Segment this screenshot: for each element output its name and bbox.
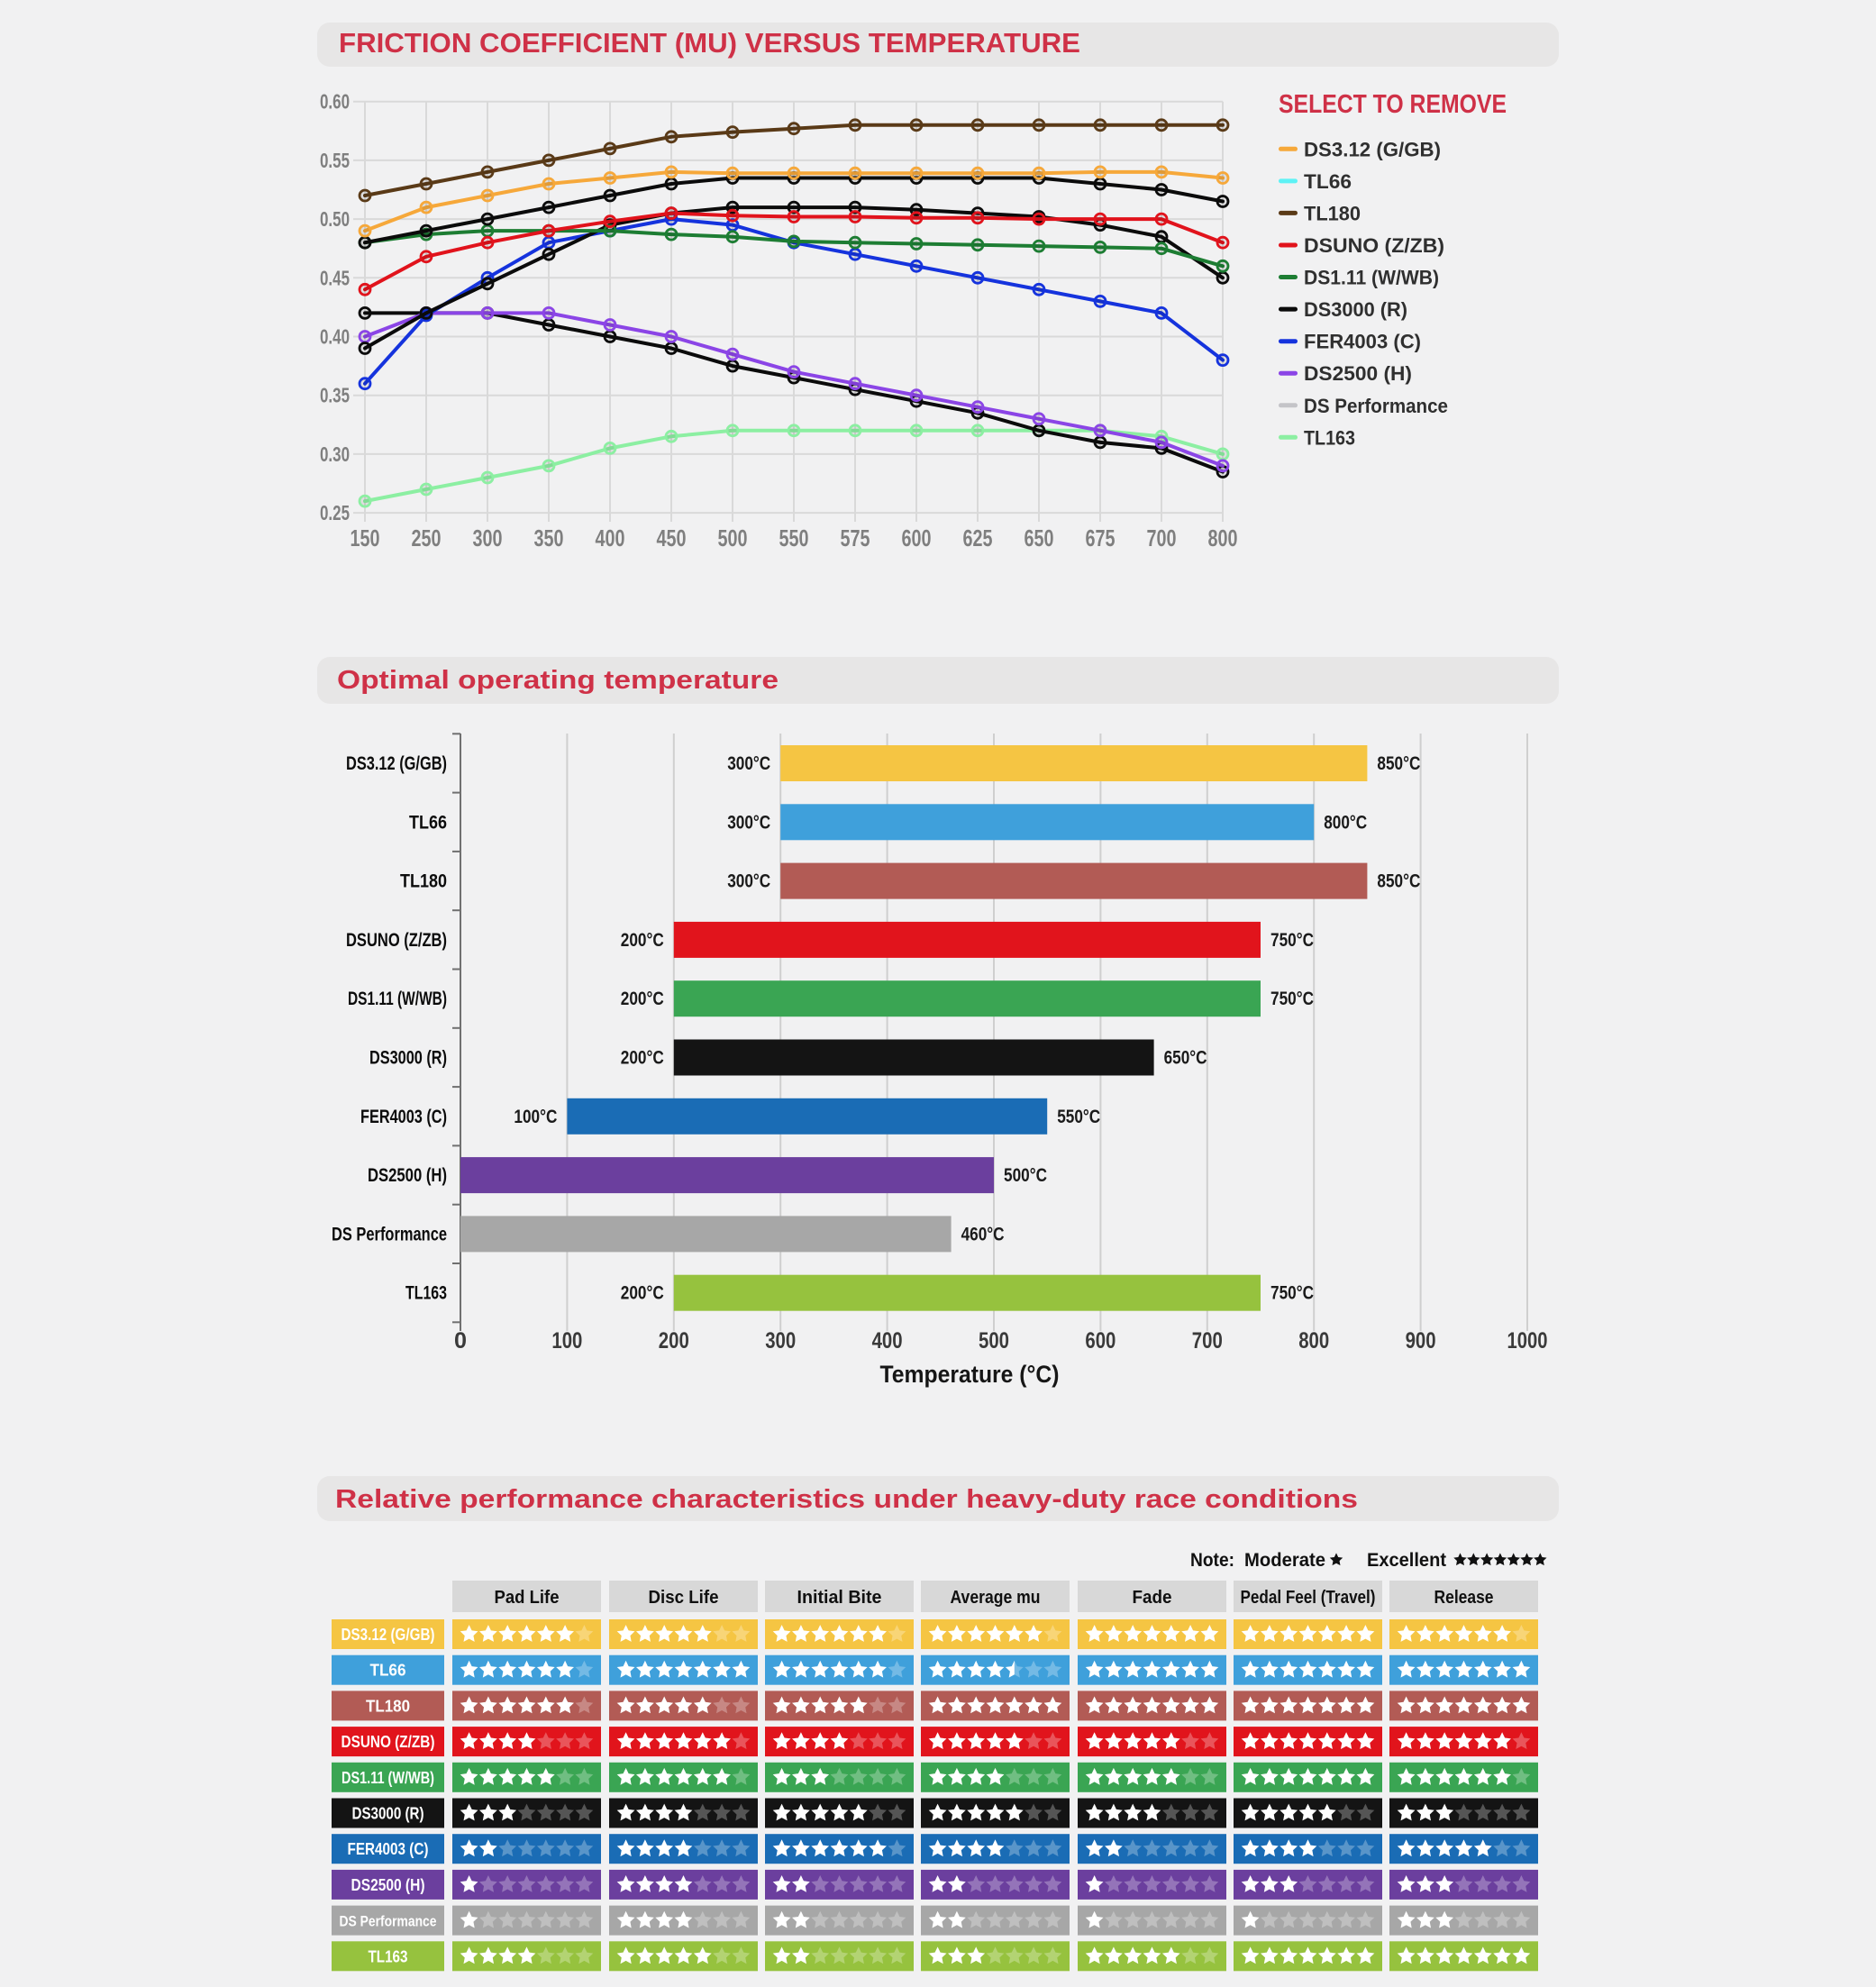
svg-text:Relative performance character: Relative performance characteristics und… [335, 1485, 1358, 1514]
svg-text:DS1.11 (W/WB): DS1.11 (W/WB) [348, 989, 447, 1009]
svg-text:TL66: TL66 [409, 812, 447, 833]
svg-text:TL163: TL163 [1304, 426, 1355, 449]
svg-text:550: 550 [779, 524, 809, 551]
svg-text:DS3.12 (G/GB): DS3.12 (G/GB) [1304, 138, 1441, 160]
svg-text:550°C: 550°C [1057, 1107, 1100, 1127]
svg-text:300°C: 300°C [727, 812, 770, 833]
svg-text:800: 800 [1208, 524, 1238, 551]
svg-text:250: 250 [412, 524, 442, 551]
svg-text:100°C: 100°C [514, 1107, 557, 1127]
svg-text:500: 500 [979, 1328, 1009, 1354]
svg-text:0.30: 0.30 [320, 442, 350, 466]
svg-text:DS Performance: DS Performance [340, 1913, 437, 1930]
svg-text:300: 300 [765, 1328, 796, 1354]
svg-text:0.35: 0.35 [320, 384, 350, 407]
svg-text:TL66: TL66 [1304, 170, 1352, 193]
svg-text:400: 400 [872, 1328, 903, 1354]
svg-text:0.45: 0.45 [320, 266, 350, 289]
svg-text:600: 600 [1085, 1328, 1116, 1354]
svg-text:Optimal operating temperature: Optimal operating temperature [337, 666, 779, 695]
svg-text:DS1.11 (W/WB): DS1.11 (W/WB) [342, 1769, 434, 1787]
svg-text:Release: Release [1434, 1588, 1494, 1608]
svg-text:DS2500 (H): DS2500 (H) [368, 1165, 447, 1186]
svg-text:Moderate: Moderate [1244, 1550, 1325, 1571]
svg-text:DS Performance: DS Performance [332, 1224, 447, 1244]
svg-text:0.60: 0.60 [320, 90, 350, 114]
svg-text:Temperature (°C): Temperature (°C) [880, 1361, 1060, 1388]
svg-text:150: 150 [351, 524, 380, 551]
svg-text:800: 800 [1298, 1328, 1329, 1354]
svg-text:700: 700 [1147, 524, 1177, 551]
svg-text:450: 450 [657, 524, 687, 551]
svg-text:TL180: TL180 [366, 1697, 410, 1715]
svg-text:600: 600 [902, 524, 932, 551]
svg-text:DS2500 (H): DS2500 (H) [351, 1876, 425, 1894]
svg-text:500: 500 [718, 524, 748, 551]
svg-text:300°C: 300°C [727, 871, 770, 892]
svg-text:675: 675 [1086, 524, 1116, 551]
svg-text:Pad Life: Pad Life [495, 1588, 560, 1608]
svg-text:200°C: 200°C [621, 989, 664, 1009]
svg-text:650°C: 650°C [1164, 1048, 1207, 1069]
svg-text:625: 625 [963, 524, 993, 551]
svg-text:1000: 1000 [1507, 1328, 1548, 1354]
svg-text:900: 900 [1406, 1328, 1436, 1354]
svg-text:DS Performance: DS Performance [1304, 395, 1448, 417]
svg-text:750°C: 750°C [1270, 989, 1314, 1009]
svg-text:850°C: 850°C [1377, 871, 1420, 892]
svg-text:700: 700 [1192, 1328, 1223, 1354]
svg-text:460°C: 460°C [961, 1224, 1005, 1244]
svg-text:0.25: 0.25 [320, 501, 350, 524]
svg-text:DS3.12 (G/GB): DS3.12 (G/GB) [342, 1626, 435, 1644]
svg-text:Disc Life: Disc Life [649, 1588, 719, 1608]
svg-text:SELECT TO REMOVE: SELECT TO REMOVE [1279, 90, 1507, 119]
svg-text:FER4003 (C): FER4003 (C) [348, 1840, 429, 1858]
svg-text:575: 575 [841, 524, 870, 551]
svg-text:TL163: TL163 [369, 1947, 408, 1965]
svg-text:DSUNO (Z/ZB): DSUNO (Z/ZB) [346, 930, 447, 951]
svg-text:100: 100 [551, 1328, 582, 1354]
svg-text:FER4003 (C): FER4003 (C) [360, 1107, 447, 1127]
svg-text:TL180: TL180 [400, 871, 447, 892]
svg-text:TL66: TL66 [370, 1662, 406, 1680]
svg-text:200°C: 200°C [621, 1283, 664, 1304]
svg-text:FER4003 (C): FER4003 (C) [1304, 331, 1421, 353]
svg-text:Excellent: Excellent [1367, 1550, 1446, 1571]
svg-text:DS2500 (H): DS2500 (H) [1304, 362, 1412, 385]
svg-text:Initial Bite: Initial Bite [797, 1588, 882, 1608]
svg-text:0.40: 0.40 [320, 325, 350, 349]
svg-text:750°C: 750°C [1270, 1283, 1314, 1304]
svg-text:DSUNO (Z/ZB): DSUNO (Z/ZB) [342, 1733, 435, 1751]
svg-text:DS3.12 (G/GB): DS3.12 (G/GB) [346, 753, 447, 774]
svg-text:300: 300 [473, 524, 503, 551]
svg-text:500°C: 500°C [1004, 1165, 1047, 1186]
svg-text:750°C: 750°C [1270, 930, 1314, 951]
svg-text:350: 350 [534, 524, 564, 551]
svg-text:800°C: 800°C [1324, 812, 1367, 833]
svg-text:TL180: TL180 [1304, 202, 1361, 224]
svg-text:DS3000 (R): DS3000 (R) [352, 1805, 424, 1823]
svg-text:400: 400 [596, 524, 625, 551]
svg-text:850°C: 850°C [1377, 753, 1420, 774]
svg-text:Pedal Feel (Travel): Pedal Feel (Travel) [1241, 1588, 1376, 1608]
svg-text:Average mu: Average mu [951, 1588, 1041, 1608]
svg-text:TL163: TL163 [405, 1283, 447, 1304]
svg-text:FRICTION COEFFICIENT (MU) VERS: FRICTION COEFFICIENT (MU) VERSUS TEMPERA… [339, 27, 1080, 59]
svg-text:0.55: 0.55 [320, 149, 350, 172]
svg-text:200: 200 [659, 1328, 689, 1354]
svg-text:650: 650 [1025, 524, 1054, 551]
svg-text:DS3000 (R): DS3000 (R) [369, 1048, 447, 1069]
svg-text:300°C: 300°C [727, 753, 770, 774]
svg-text:0: 0 [454, 1328, 467, 1354]
svg-text:200°C: 200°C [621, 930, 664, 951]
svg-text:DSUNO (Z/ZB): DSUNO (Z/ZB) [1304, 234, 1444, 257]
svg-text:200°C: 200°C [621, 1048, 664, 1069]
svg-text:0.50: 0.50 [320, 207, 350, 231]
svg-text:DS3000 (R): DS3000 (R) [1304, 298, 1407, 321]
svg-text:Fade: Fade [1133, 1588, 1172, 1608]
svg-text:DS1.11 (W/WB): DS1.11 (W/WB) [1304, 267, 1439, 289]
svg-text:Note:: Note: [1190, 1550, 1234, 1571]
